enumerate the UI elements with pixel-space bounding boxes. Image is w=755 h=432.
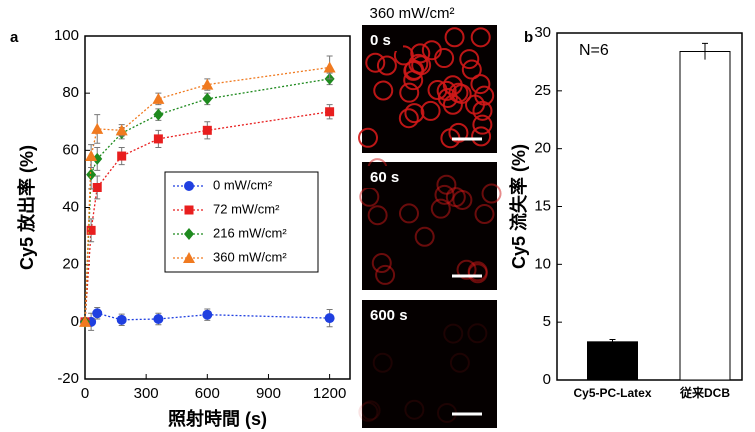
x-tick-label: 1200 [313, 385, 346, 402]
marker [325, 313, 335, 323]
marker [203, 126, 212, 135]
legend-text: 216 mW/cm² [213, 225, 287, 240]
marker [93, 183, 102, 192]
panel-label: a [10, 29, 19, 46]
marker [117, 315, 127, 325]
x-axis-title: 照射時間 (s) [168, 408, 267, 429]
marker [202, 310, 212, 320]
bar [588, 342, 638, 380]
y-tick-label: 40 [62, 198, 79, 215]
x-tick-label: 従来DCB [679, 385, 730, 400]
marker [153, 314, 163, 324]
y-axis-title: Cy5 流失率 (%) [508, 144, 529, 269]
y-tick-label: 80 [62, 84, 79, 101]
x-tick-label: 0 [81, 385, 89, 402]
marker [153, 109, 163, 121]
y-axis-title: Cy5 放出率 (%) [16, 145, 37, 270]
figure: a b 360 mW/cm² -20020406080100Cy5 放出率 (%… [0, 0, 755, 432]
x-tick-label: 600 [195, 385, 220, 402]
legend-text: 360 mW/cm² [213, 249, 287, 264]
annotation: N=6 [579, 42, 609, 59]
y-tick-label: 0 [543, 371, 551, 388]
marker [184, 181, 194, 191]
micrograph-label: 0 s [370, 32, 391, 49]
y-tick-label: 30 [534, 24, 551, 41]
marker [117, 152, 126, 161]
bar [680, 52, 730, 380]
y-tick-label: 20 [62, 256, 79, 273]
y-tick-label: 5 [543, 313, 551, 330]
panel-label: b [524, 29, 533, 46]
x-tick-label: 300 [134, 385, 159, 402]
y-tick-label: -20 [57, 370, 79, 387]
micrograph-label: 600 s [370, 307, 408, 324]
marker [185, 206, 194, 215]
micrograph-label: 60 s [370, 169, 399, 186]
y-tick-label: 15 [534, 197, 551, 214]
y-tick-label: 20 [534, 140, 551, 157]
micrograph-title: 360 mW/cm² [369, 5, 454, 22]
y-tick-label: 0 [71, 313, 79, 330]
x-tick-label: Cy5-PC-Latex [573, 386, 651, 400]
y-tick-label: 100 [54, 27, 79, 44]
y-tick-label: 10 [534, 255, 551, 272]
y-tick-label: 60 [62, 141, 79, 158]
x-tick-label: 900 [256, 385, 281, 402]
marker [91, 123, 103, 134]
marker [152, 93, 164, 104]
legend-text: 0 mW/cm² [213, 177, 273, 192]
marker [92, 308, 102, 318]
y-tick-label: 25 [534, 82, 551, 99]
marker [325, 107, 334, 116]
legend-text: 72 mW/cm² [213, 201, 280, 216]
marker [154, 134, 163, 143]
marker [202, 93, 212, 105]
marker [324, 61, 336, 72]
